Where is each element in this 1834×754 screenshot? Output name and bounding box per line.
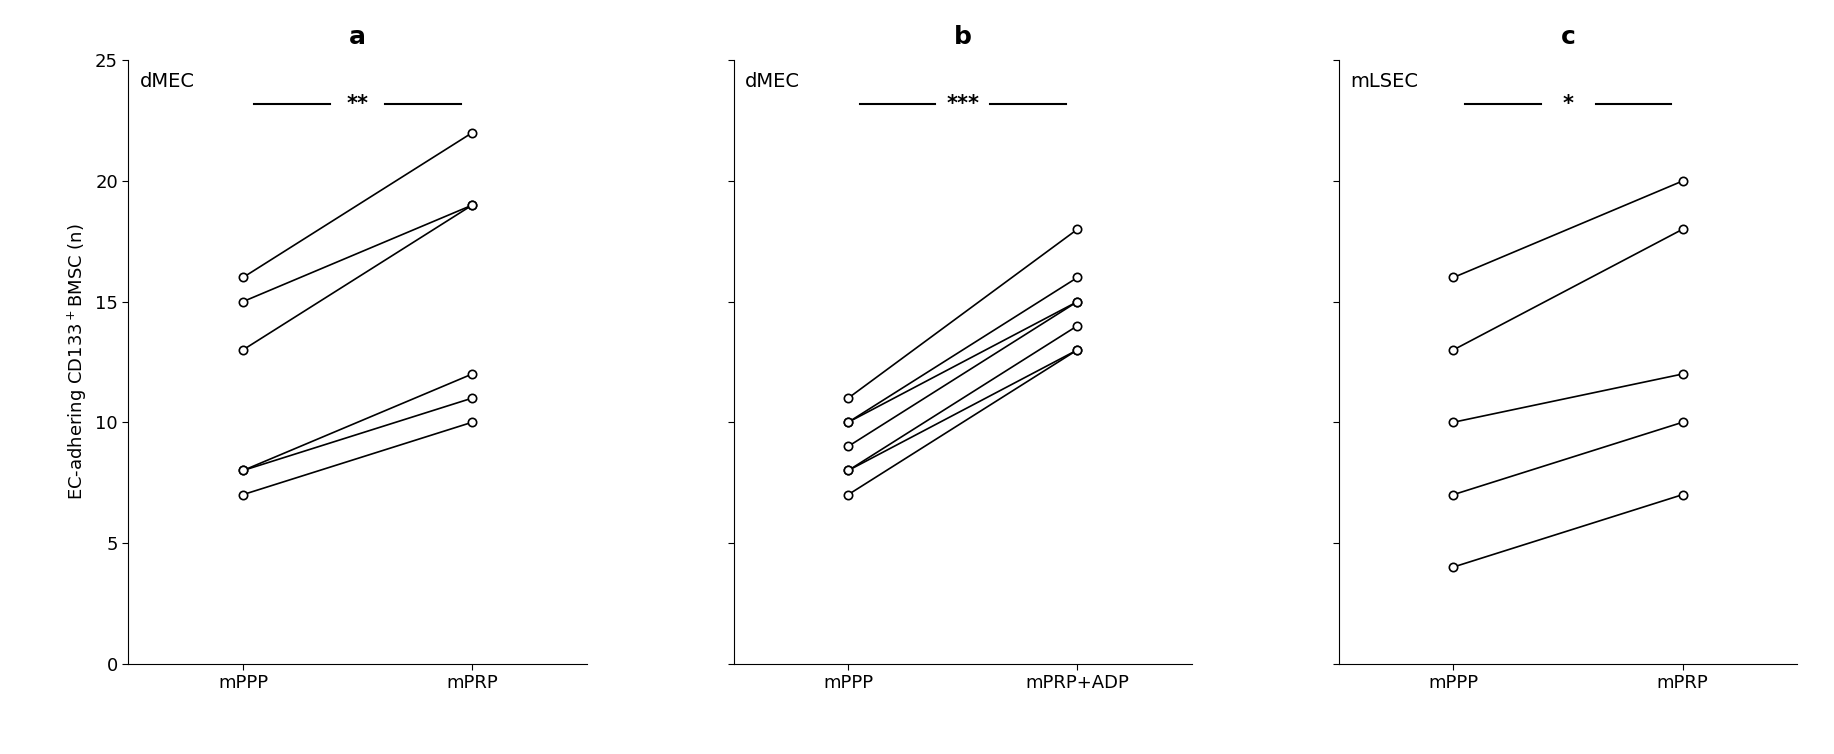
Text: dMEC: dMEC: [745, 72, 800, 91]
Text: *: *: [1563, 93, 1574, 114]
Text: ***: ***: [946, 93, 979, 114]
Text: mLSEC: mLSEC: [1350, 72, 1418, 91]
Title: b: b: [954, 25, 972, 49]
Title: a: a: [348, 25, 367, 49]
Text: dMEC: dMEC: [139, 72, 194, 91]
Text: **: **: [347, 93, 369, 114]
Y-axis label: EC-adhering CD133$^+$BMSC (n): EC-adhering CD133$^+$BMSC (n): [66, 223, 90, 501]
Title: c: c: [1561, 25, 1575, 49]
